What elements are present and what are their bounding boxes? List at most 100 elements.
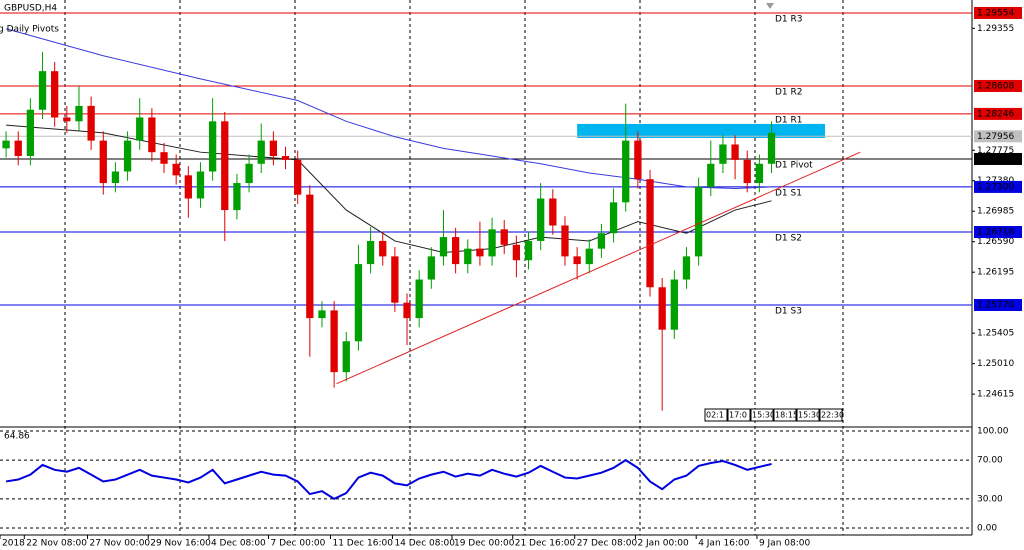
time-box [773, 408, 797, 422]
candle-body [427, 256, 435, 280]
candle-body [2, 140, 10, 149]
candle-body [767, 132, 776, 164]
candle-body [14, 140, 22, 157]
rsi-line [5, 458, 772, 501]
price-tag-label: 1.27956 [977, 132, 1014, 142]
time-box-label: 15:30 [798, 411, 821, 420]
candle-body [622, 140, 630, 203]
candle-body [245, 163, 253, 184]
candle-body [123, 140, 132, 172]
time-box [750, 408, 774, 422]
y-tick-label: 1.27775 [977, 146, 1014, 156]
candle-body [38, 71, 47, 110]
candle-body [148, 117, 156, 153]
price-tag [974, 79, 1022, 92]
moving-average [5, 28, 772, 189]
candle-body [488, 229, 496, 257]
candle-body [743, 159, 751, 184]
candle-body [87, 105, 95, 141]
price-tag [974, 298, 1022, 311]
candle-body [354, 264, 363, 342]
time-box-label: 15:30 [752, 411, 775, 420]
candle-body [719, 144, 727, 164]
pivot-name: D1 R2 [775, 87, 803, 97]
candle-body [26, 109, 35, 157]
candle-body [318, 310, 326, 319]
pivot-name: D1 Pivot [775, 160, 813, 170]
price-tag-label: 1.27300 [977, 182, 1014, 192]
zone [577, 123, 825, 138]
x-tick-label: 7 Dec 00:00 [271, 539, 326, 549]
candle-body [221, 121, 229, 211]
candle-body [707, 163, 715, 187]
x-tick-label: 11 Dec 16:00 [332, 539, 393, 549]
y-tick-label: 1.26195 [977, 268, 1014, 278]
candle-body [208, 121, 217, 172]
chart-title: GBPUSD,H4 [4, 4, 57, 14]
x-tick-label: 2 Jan 00:00 [637, 539, 689, 549]
rsi-tick-label: 30.00 [977, 494, 1003, 504]
price-tag-label: 1.26716 [977, 227, 1014, 237]
candle-body [500, 229, 508, 245]
price-tag [974, 180, 1022, 193]
candle-body [366, 240, 375, 265]
candle-body [51, 71, 59, 118]
candle-body [439, 237, 448, 257]
time-box-label: 02:1 [706, 411, 724, 420]
candle-body [257, 140, 265, 164]
candle-body [379, 240, 387, 257]
price-tag [974, 107, 1022, 120]
price-tag [974, 152, 1022, 165]
price-tag-label: 1.25770 [977, 300, 1014, 310]
candle-body [415, 279, 423, 319]
y-tick-label: 1.25405 [977, 329, 1014, 339]
trendline [336, 151, 861, 385]
candle-body [184, 175, 192, 199]
candle-body [609, 202, 618, 234]
chart-subtitle: g Daily Pivots [0, 25, 59, 35]
x-tick-label: 27 Dec 08:00 [577, 539, 638, 549]
candle-body [196, 171, 205, 199]
candle-body [160, 152, 168, 164]
candle-body [670, 279, 678, 330]
rsi-tick-label: 0.00 [977, 524, 997, 534]
time-box-label: 18:15 [775, 411, 798, 420]
candle-body [111, 171, 120, 184]
candle-body [537, 198, 545, 241]
candle-body [330, 310, 338, 373]
x-tick-label: 21 Dec 16:00 [515, 539, 576, 549]
candle-body [136, 117, 144, 141]
candle-body [634, 140, 642, 180]
candle-body [731, 144, 739, 160]
rsi-tick-label: 100.00 [977, 427, 1009, 437]
time-box [727, 408, 751, 422]
time-box [704, 408, 728, 422]
candle-body [512, 244, 521, 261]
candle-body [294, 159, 302, 195]
plot-layer: 1.293551.277751.273801.269851.265901.261… [0, 6, 1022, 549]
rsi-tick-label: 70.00 [977, 456, 1003, 466]
y-tick-label: 1.26985 [977, 207, 1014, 217]
candle-body [464, 248, 472, 265]
time-box [796, 408, 820, 422]
candle-body [403, 302, 411, 319]
candle-body [63, 117, 71, 122]
candle-body [451, 237, 460, 265]
y-tick-label: 1.26590 [977, 237, 1014, 247]
x-tick-label: 14 Dec 08:00 [394, 539, 455, 549]
pivot-name: D1 S1 [775, 188, 802, 198]
candle-body [306, 194, 314, 319]
candle-body [682, 256, 691, 280]
candle-body [549, 198, 557, 226]
y-tick-label: 1.29355 [977, 24, 1014, 34]
candle-body [597, 233, 606, 249]
pivot-name: D1 S3 [775, 306, 802, 316]
price-tag-label: 1.28608 [977, 81, 1014, 91]
x-tick-label: 4 Dec 08:00 [211, 539, 266, 549]
price-tag-label: 1.27662 [977, 154, 1014, 164]
y-tick-label: 1.25010 [977, 359, 1014, 369]
x-tick-label: 29 Nov 16:00 [150, 539, 211, 549]
candle-body [658, 287, 666, 330]
